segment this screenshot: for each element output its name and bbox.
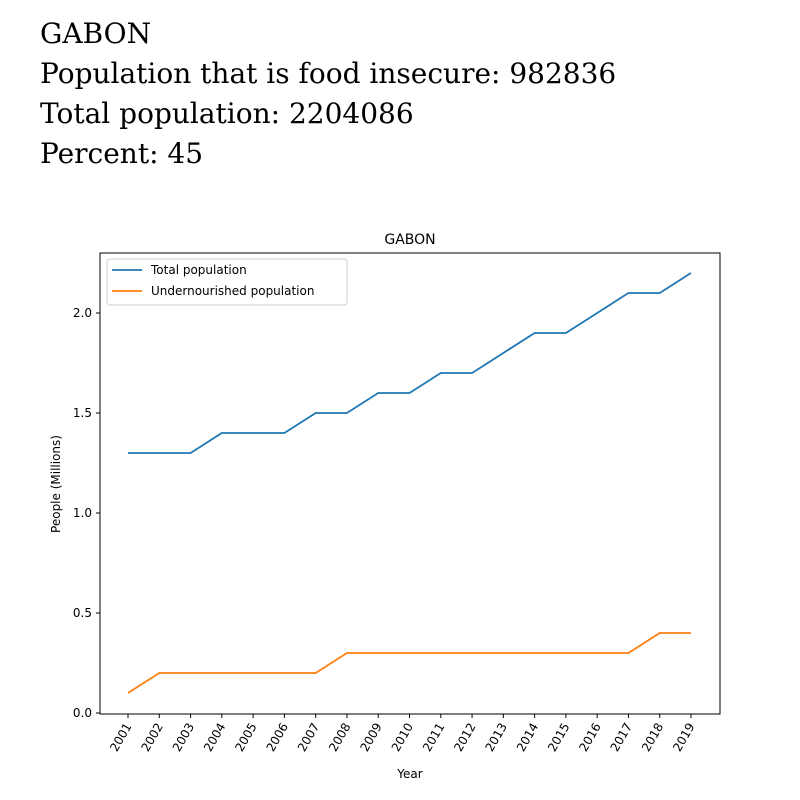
y-tick-label: 0.0 — [73, 706, 92, 720]
y-axis: 0.0 0.5 1.0 1.5 2.0 — [73, 306, 100, 720]
x-tick-label: 2011 — [420, 721, 447, 754]
x-tick-label: 2007 — [295, 721, 322, 754]
x-tick-label: 2010 — [389, 721, 416, 754]
x-tick-label: 2015 — [545, 721, 572, 754]
legend-label-undernourished-population: Undernourished population — [151, 284, 314, 298]
country-heading: GABON — [40, 17, 152, 50]
x-tick-label: 2008 — [326, 721, 353, 754]
x-tick-label: 2018 — [639, 721, 666, 754]
x-tick-label: 2004 — [201, 721, 228, 754]
x-tick-label: 2019 — [670, 721, 697, 754]
series-line-total-population — [128, 272, 692, 454]
x-tick-label: 2014 — [514, 721, 541, 754]
chart-title: GABON — [384, 232, 435, 248]
x-tick-label: 2016 — [576, 721, 603, 754]
x-axis-label: Year — [396, 767, 422, 781]
x-tick-label: 2006 — [264, 721, 291, 754]
legend-box — [106, 258, 348, 306]
series-line-undernourished-population — [127, 632, 691, 694]
x-axis: 2001 2002 2003 2004 2005 2006 2007 2008 2009 2010… — [107, 714, 698, 754]
legend: Total population Undernourished populatio… — [106, 258, 348, 306]
x-tick-label: 2009 — [357, 721, 384, 754]
y-axis-label: People (Millions) — [49, 435, 63, 533]
y-tick-label: 2.0 — [73, 306, 92, 320]
x-tick-label: 2003 — [170, 721, 197, 754]
legend-label-total-population: Total population — [150, 263, 247, 277]
y-tick-label: 1.0 — [73, 506, 92, 520]
plot-area — [99, 252, 721, 715]
y-tick-label: 1.5 — [73, 406, 92, 420]
header-text-block: GABON Population that is food insecure: … — [40, 14, 616, 174]
y-tick-label: 0.5 — [73, 606, 92, 620]
food-insecure-stat: Population that is food insecure: 982836 — [40, 57, 617, 90]
percent-stat: Percent: 45 — [40, 137, 204, 170]
x-tick-label: 2012 — [451, 721, 478, 754]
x-tick-label: 2001 — [107, 721, 134, 754]
total-population-stat: Total population: 2204086 — [40, 97, 414, 130]
x-tick-label: 2005 — [232, 721, 259, 754]
x-tick-label: 2013 — [483, 721, 510, 754]
x-tick-label: 2017 — [608, 721, 635, 754]
series-lines — [127, 272, 692, 694]
x-tick-label: 2002 — [138, 721, 165, 754]
